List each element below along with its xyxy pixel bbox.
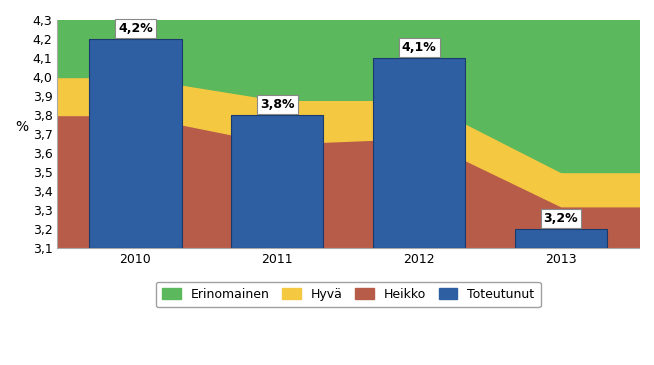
Text: 3,2%: 3,2% [543,212,578,225]
Bar [90,39,182,248]
Bar [373,58,465,248]
Legend: Erinomainen, Hyvä, Heikko, Toteutunut: Erinomainen, Hyvä, Heikko, Toteutunut [156,282,541,307]
Text: 3,8%: 3,8% [260,98,294,111]
Bar [231,115,323,248]
Text: 4,2%: 4,2% [118,22,153,35]
Y-axis label: %: % [15,120,28,134]
Text: 4,1%: 4,1% [402,41,436,54]
Bar [515,229,607,248]
